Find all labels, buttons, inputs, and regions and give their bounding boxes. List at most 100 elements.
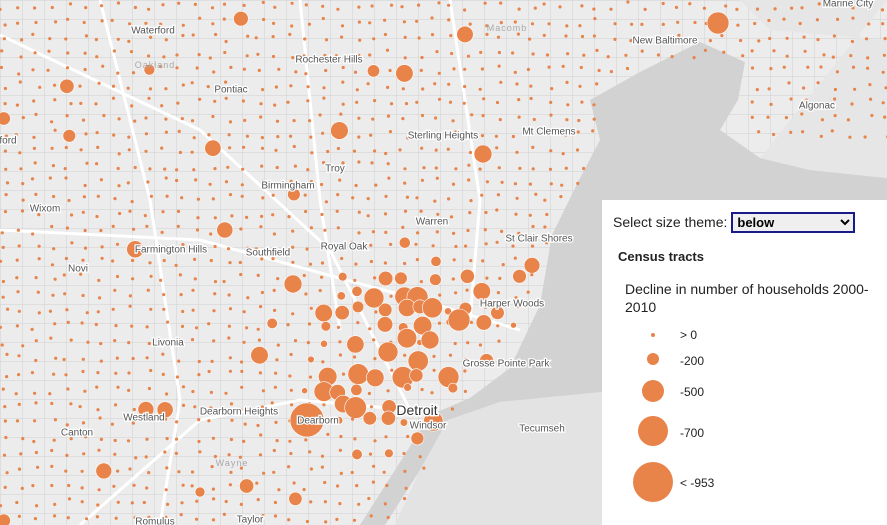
tract-symbol [462, 131, 467, 135]
tract-symbol [338, 340, 342, 344]
tract-symbol [819, 134, 823, 138]
tract-symbol [2, 453, 7, 457]
tract-symbol [309, 467, 313, 471]
tract-symbol [545, 241, 549, 245]
tract-symbol [181, 385, 186, 389]
tract-symbol [128, 209, 132, 213]
tract-symbol [291, 245, 295, 249]
tract-symbol [469, 259, 473, 263]
tract-symbol [302, 487, 306, 492]
tract-symbol [145, 437, 149, 441]
tract-symbol [511, 244, 515, 248]
tract-symbol [3, 485, 7, 489]
tract-symbol [0, 65, 3, 70]
tract-symbol [216, 221, 234, 239]
tract-symbol [851, 65, 856, 69]
tract-symbol [560, 183, 564, 187]
tract-symbol [310, 151, 314, 155]
place-label: ford [0, 136, 17, 147]
tract-symbol [830, 129, 834, 133]
tract-symbol [84, 6, 88, 10]
tract-symbol [162, 307, 166, 311]
tract-symbol [479, 353, 494, 368]
tract-symbol [17, 467, 22, 471]
tract-symbol [320, 454, 325, 458]
tract-symbol [0, 231, 4, 235]
tract-symbol [429, 273, 442, 286]
tract-symbol [303, 37, 307, 41]
tract-symbol [815, 18, 820, 22]
tract-symbol [228, 356, 232, 360]
tract-symbol [228, 483, 232, 487]
tract-symbol [30, 371, 34, 375]
tract-symbol [228, 193, 233, 197]
tract-symbol [133, 165, 137, 170]
tract-symbol [50, 483, 54, 488]
tract-symbol [53, 322, 57, 326]
legend-label: > 0 [680, 328, 698, 342]
tract-symbol [450, 407, 454, 411]
tract-symbol [64, 37, 68, 41]
tract-symbol [881, 101, 885, 105]
tract-symbol [357, 5, 361, 9]
tract-symbol [180, 324, 185, 328]
tract-symbol [161, 210, 165, 214]
tract-symbol [373, 149, 377, 153]
tract-symbol [466, 228, 470, 233]
tract-symbol [373, 439, 377, 443]
tract-symbol [137, 401, 155, 418]
tract-symbol [433, 407, 437, 411]
tract-symbol [111, 224, 115, 228]
tract-symbol [97, 81, 101, 85]
tract-symbol [851, 6, 855, 10]
tract-symbol [357, 210, 361, 214]
tract-symbol [177, 129, 181, 133]
tract-symbol [383, 18, 387, 22]
tract-symbol [292, 481, 296, 485]
tract-symbol [54, 356, 58, 360]
tract-symbol [287, 187, 301, 202]
tract-symbol [369, 405, 374, 409]
tract-symbol [335, 517, 339, 522]
tract-symbol [128, 22, 132, 26]
tract-symbol [512, 269, 527, 284]
tract-symbol [176, 101, 180, 105]
tract-symbol [434, 166, 438, 170]
tract-symbol [767, 18, 771, 23]
tract-symbol [485, 24, 489, 28]
tract-symbol [64, 176, 68, 180]
tract-symbol [434, 116, 438, 120]
tract-symbol [126, 439, 131, 443]
tract-symbol [403, 261, 407, 266]
tract-symbol [383, 212, 388, 216]
tract-symbol [483, 228, 487, 232]
theme-select[interactable]: below [731, 212, 856, 233]
tract-symbol [95, 462, 113, 480]
tract-symbol [66, 320, 70, 324]
tract-symbol [132, 483, 136, 487]
tract-symbol [142, 500, 146, 505]
tract-symbol [386, 85, 390, 89]
tract-symbol [111, 307, 115, 311]
tract-symbol [609, 70, 614, 74]
tract-symbol [352, 518, 357, 522]
tract-symbol [79, 272, 83, 276]
tract-symbol [517, 7, 521, 11]
tract-symbol [306, 341, 310, 345]
tract-symbol [326, 432, 330, 436]
tract-symbol [144, 132, 148, 136]
tract-symbol [130, 501, 134, 505]
place-label: Farmington Hills [135, 245, 207, 256]
tract-symbol [453, 341, 457, 346]
tract-symbol [47, 49, 51, 53]
tract-symbol [437, 1, 441, 5]
tract-symbol [195, 66, 199, 70]
tract-symbol [468, 150, 473, 155]
tract-symbol [288, 374, 292, 378]
tract-symbol [336, 7, 340, 11]
tract-symbol [403, 353, 407, 357]
tract-symbol [530, 273, 534, 277]
tract-symbol [66, 516, 70, 520]
tract-symbol [372, 338, 376, 342]
tract-symbol [323, 242, 327, 246]
